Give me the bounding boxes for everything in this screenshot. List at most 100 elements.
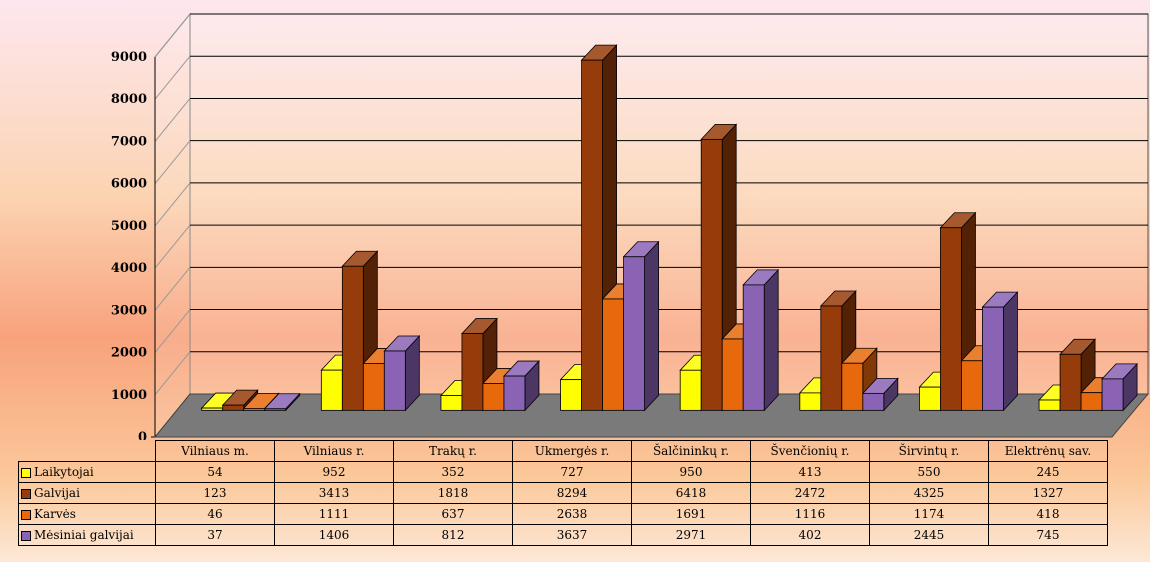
y-tick-label: 3000 — [111, 303, 147, 318]
category-label: Švenčionių r. — [750, 440, 870, 462]
bar — [264, 408, 287, 411]
data-value: 637 — [393, 503, 513, 525]
data-table-row: Karvės 46 1111 637 2638 1691 1116 1174 418 — [18, 503, 1108, 525]
data-value: 37 — [155, 524, 275, 546]
y-tick-label: 4000 — [111, 261, 147, 276]
bar — [940, 227, 962, 411]
bar — [222, 404, 245, 411]
bar — [362, 363, 385, 411]
bar — [721, 338, 744, 411]
bar — [742, 284, 765, 411]
bar-side — [644, 240, 659, 412]
data-value: 745 — [988, 524, 1108, 546]
data-table-corner — [18, 440, 156, 462]
bar — [919, 386, 941, 411]
data-value: 1116 — [750, 503, 870, 525]
bar — [320, 369, 343, 411]
category-label: Ukmergės r. — [512, 440, 632, 462]
data-value: 413 — [750, 461, 870, 483]
data-value: 952 — [274, 461, 394, 483]
data-value: 1174 — [869, 503, 989, 525]
data-value: 402 — [750, 524, 870, 546]
bar — [243, 407, 266, 411]
data-value: 123 — [155, 482, 275, 504]
bar — [1080, 392, 1103, 411]
gridline-depth — [154, 309, 191, 353]
gridline-depth — [154, 55, 191, 100]
legend-swatch — [21, 488, 31, 499]
bar — [862, 392, 885, 411]
series-label: Karvės — [18, 503, 156, 525]
y-tick-label: 9000 — [111, 50, 147, 65]
series-name: Karvės — [34, 507, 76, 521]
data-value: 812 — [393, 524, 513, 546]
data-value: 46 — [155, 503, 275, 525]
data-value: 1327 — [988, 482, 1108, 504]
legend-swatch — [21, 467, 31, 478]
data-value: 1111 — [274, 503, 394, 525]
data-value: 2971 — [631, 524, 751, 546]
gridline-depth — [154, 98, 191, 142]
y-tick-label: 5000 — [111, 219, 147, 234]
bar-side — [763, 268, 779, 412]
bar — [799, 392, 822, 411]
data-value: 54 — [155, 461, 275, 483]
bar — [201, 407, 224, 411]
series-name: Galvijai — [34, 486, 80, 500]
data-table-header-row: Vilniaus m. Vilniaus r. Trakų r. Ukmergė… — [18, 440, 1108, 462]
bar — [841, 362, 864, 411]
category-label: Elektrėnų sav. — [988, 440, 1108, 462]
data-table: Vilniaus m. Vilniaus r. Trakų r. Ukmergė… — [18, 440, 1108, 546]
data-value: 950 — [631, 461, 751, 483]
gridline-depth — [154, 140, 191, 184]
y-tick-label: 0 — [138, 430, 147, 440]
series-label: Galvijai — [18, 482, 156, 504]
bar — [383, 350, 406, 411]
data-table-row: Mėsiniai galvijai 37 1406 812 3637 2971 402 244… — [18, 524, 1108, 546]
data-value: 1818 — [393, 482, 513, 504]
bar — [602, 298, 624, 411]
data-value: 3637 — [512, 524, 632, 546]
bar — [581, 59, 603, 411]
category-label: Vilniaus r. — [274, 440, 394, 462]
gridline-depth — [154, 224, 191, 269]
y-tick-label: 2000 — [111, 346, 147, 361]
legend-swatch — [21, 530, 31, 541]
bar — [341, 265, 364, 411]
data-table-row: Laikytojai 54 952 352 727 950 413 550 245 — [18, 461, 1108, 483]
category-label: Trakų r. — [393, 440, 513, 462]
data-value: 245 — [988, 461, 1108, 483]
bar — [482, 383, 505, 411]
data-value: 8294 — [512, 482, 632, 504]
bar — [503, 375, 526, 411]
category-label: Širvintų r. — [869, 440, 989, 462]
series-name: Laikytojai — [34, 465, 94, 479]
bar — [679, 369, 702, 411]
data-value: 2638 — [512, 503, 632, 525]
bar — [440, 395, 463, 411]
data-value: 2445 — [869, 524, 989, 546]
bar — [461, 333, 484, 411]
bar — [1059, 353, 1082, 411]
series-name: Mėsiniai galvijai — [34, 528, 134, 542]
y-tick-label: 8000 — [111, 92, 147, 107]
legend-swatch — [21, 509, 31, 520]
bar — [560, 379, 582, 411]
bar — [982, 306, 1004, 411]
bar-side — [1003, 291, 1018, 412]
data-value: 727 — [512, 461, 632, 483]
category-label: Šalčininkų r. — [631, 440, 751, 462]
y-tick-label: 7000 — [111, 134, 147, 149]
data-value: 1691 — [631, 503, 751, 525]
data-value: 1406 — [274, 524, 394, 546]
bar — [820, 305, 843, 411]
gridline-depth — [154, 351, 191, 396]
bar — [700, 138, 723, 411]
bar — [961, 360, 983, 411]
data-value: 4325 — [869, 482, 989, 504]
gridline-depth — [154, 13, 191, 58]
series-label: Mėsiniai galvijai — [18, 524, 156, 546]
data-value: 2472 — [750, 482, 870, 504]
data-value: 418 — [988, 503, 1108, 525]
y-tick-label: 6000 — [111, 177, 147, 192]
